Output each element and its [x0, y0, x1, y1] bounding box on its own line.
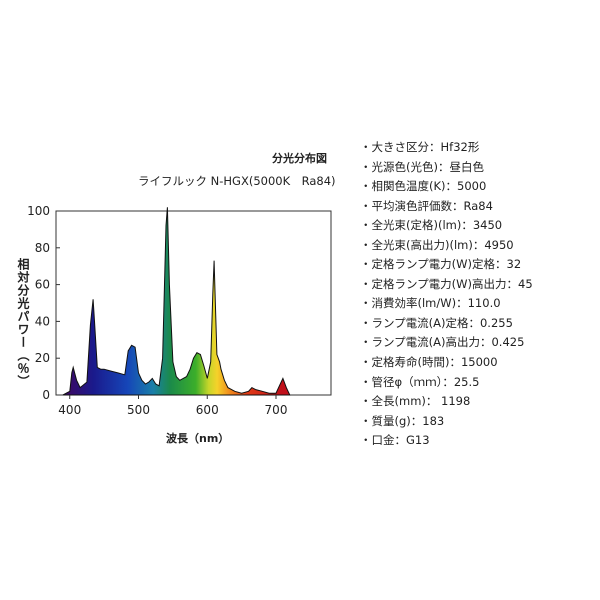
spec-item: ・光源色(光色)：昼白色: [360, 159, 484, 174]
spec-item: ・平均演色評価数：Ra84: [360, 198, 493, 213]
spec-item: ・質量(g)：183: [360, 413, 445, 428]
y-tick-label: 20: [35, 351, 50, 365]
spec-item: ・定格ランプ電力(W)高出力：45: [360, 276, 533, 291]
spec-item: ・定格寿命(時間)：15000: [360, 355, 498, 370]
spectrum-area: [62, 207, 291, 396]
x-tick-label: 700: [265, 403, 288, 417]
y-axis-label: 相対分光パワー（％）: [16, 258, 30, 388]
x-tick-label: 400: [58, 403, 81, 417]
spec-list: ・大きさ区分：Hf32形 ・光源色(光色)：昼白色 ・相関色温度(K)：5000 ・平…: [360, 138, 533, 451]
spec-item: ・全光束(高出力)(lm)：4950: [360, 237, 514, 252]
y-tick-label: 100: [27, 204, 50, 218]
chart-subtitle: ライフルック N-HGX(5000K Ra84): [138, 174, 336, 188]
spec-item: ・全光束(定格)(lm)：3450: [360, 218, 503, 233]
spec-item: ・全長(mm)： 1198: [360, 394, 471, 409]
y-tick-label: 40: [35, 314, 50, 328]
spec-item: ・ランプ電流(A)定格：0.255: [360, 315, 513, 330]
spec-item: ・管径φ（ｍｍ）：25.5: [360, 374, 480, 389]
spec-item: ・ランプ電流(A)高出力：0.425: [360, 335, 525, 350]
x-tick-label: 600: [196, 403, 219, 417]
spec-item: ・定格ランプ電力(W)定格：32: [360, 257, 522, 272]
spec-item: ・消費効率(lm/W)：110.0: [360, 296, 501, 311]
y-tick-label: 60: [35, 278, 50, 292]
x-axis-label: 波長（nm）: [166, 432, 230, 445]
chart-title: 分光分布図: [272, 152, 327, 165]
spec-item: ・相関色温度(K)：5000: [360, 179, 487, 194]
y-tick-label: 80: [35, 241, 50, 255]
spec-item: ・大きさ区分：Hf32形: [360, 140, 480, 154]
spec-item: ・口金：G13: [360, 433, 430, 448]
y-tick-label: 0: [42, 388, 50, 402]
x-tick-label: 500: [127, 403, 150, 417]
